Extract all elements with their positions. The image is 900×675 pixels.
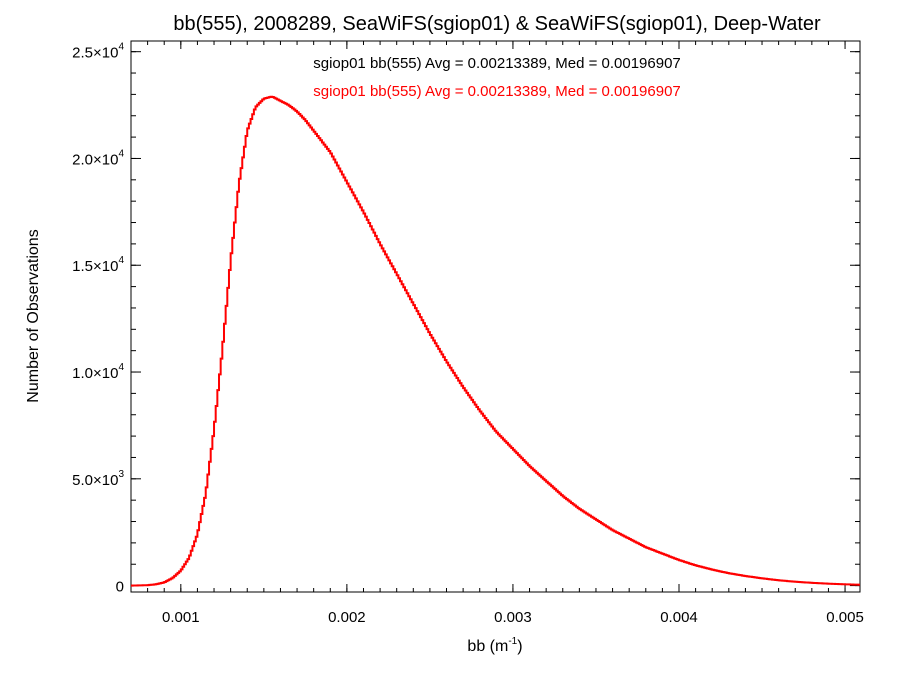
chart-title: bb(555), 2008289, SeaWiFS(sgiop01) & Sea… [173, 13, 821, 35]
y-tick-label: 0 [116, 579, 124, 596]
y-axis-label: Number of Observations [25, 229, 42, 402]
y-axis-ticks: 0 5.0×103 1.0×104 1.5×104 2.0×104 2.5×104 [72, 42, 860, 596]
x-axis-label: bb (m-1) [467, 636, 522, 655]
plot-area [130, 40, 861, 593]
x-tick-label: 0.005 [826, 609, 864, 626]
x-tick-label: 0.001 [162, 609, 200, 626]
x-axis-ticks: 0.001 0.002 0.003 0.004 0.005 [130, 41, 864, 626]
x-tick-label: 0.003 [494, 609, 532, 626]
y-tick-label: 1.0×104 [72, 362, 124, 382]
series-layer [131, 95, 860, 587]
x-tick-label: 0.004 [660, 609, 698, 626]
y-tick-label: 2.5×104 [72, 42, 124, 62]
annotation-black: sgiop01 bb(555) Avg = 0.00213389, Med = … [313, 55, 681, 72]
y-tick-label: 1.5×104 [72, 255, 124, 275]
x-tick-label: 0.002 [328, 609, 366, 626]
series-line [131, 95, 860, 587]
y-tick-label: 5.0×103 [72, 469, 124, 489]
annotation-red: sgiop01 bb(555) Avg = 0.00213389, Med = … [313, 83, 681, 100]
y-tick-label: 2.0×104 [72, 148, 124, 168]
